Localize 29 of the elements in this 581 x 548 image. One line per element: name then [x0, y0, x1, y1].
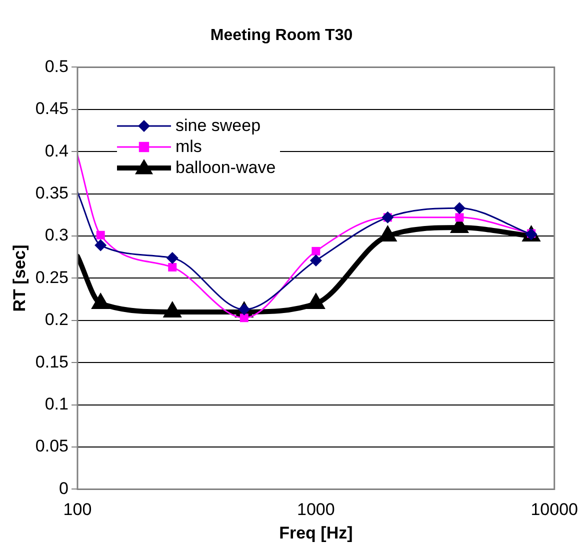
x-tick-label: 10000	[530, 500, 578, 520]
x-axis-title: Freq [Hz]	[279, 523, 353, 542]
point	[455, 213, 464, 222]
legend-label: balloon-wave	[175, 157, 276, 178]
y-tick-label: 0.25	[35, 268, 68, 287]
point	[166, 252, 178, 264]
y-tick-label: 0.4	[44, 141, 68, 160]
y-axis-title: RT [sec]	[10, 244, 29, 312]
x-tick-label: 100	[63, 500, 92, 520]
point	[312, 246, 320, 256]
chart-title: Meeting Room T30	[210, 27, 353, 44]
point	[94, 239, 107, 252]
y-tick-label: 0.15	[35, 352, 68, 372]
y-tick-label: 0.5	[44, 56, 68, 76]
point	[168, 262, 177, 272]
y-tick-label: 0	[59, 478, 68, 498]
point	[240, 314, 248, 322]
legend-label: mls	[175, 136, 202, 158]
y-tick-label: 0.1	[44, 394, 68, 414]
legend-label: sine sweep	[175, 115, 261, 136]
y-tick-label: 0.3	[44, 226, 68, 245]
y-tick-label: 0.45	[35, 99, 68, 118]
point	[453, 202, 466, 214]
point	[96, 230, 105, 240]
y-tick-label: 0.35	[35, 183, 68, 202]
y-tick-label: 0.2	[44, 310, 68, 330]
point	[310, 254, 322, 266]
x-tick-label: 1000	[297, 500, 335, 520]
y-tick-label: 0.05	[35, 436, 68, 456]
